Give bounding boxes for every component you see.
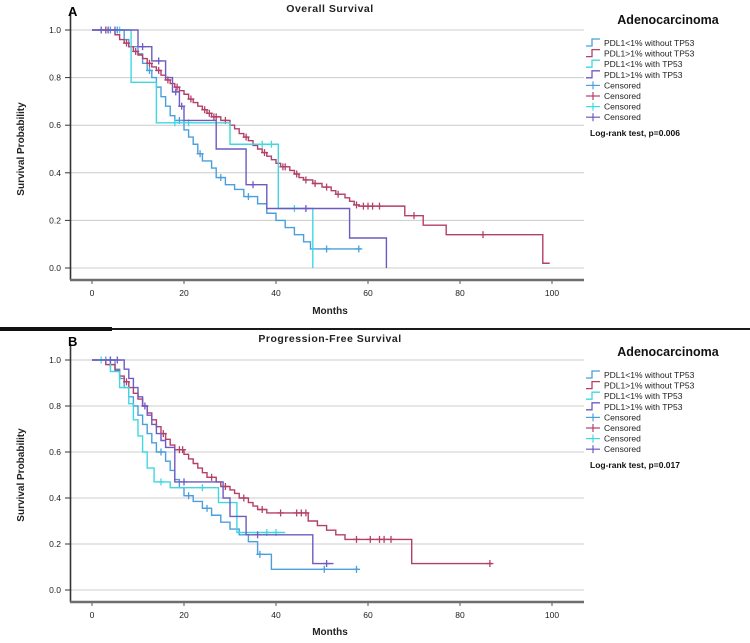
legend-step-line-icon xyxy=(586,38,600,47)
legend-step-line-icon xyxy=(586,391,600,400)
survival-curve-pdl1-1-without-tp53 xyxy=(92,359,359,570)
legend-item-label: PDL1>1% without TP53 xyxy=(604,381,695,391)
legend-censored-label: Censored xyxy=(604,91,641,101)
legend-step-line-icon xyxy=(586,370,600,379)
gridlines xyxy=(71,359,584,591)
panel-label: A xyxy=(68,4,78,19)
divider-line xyxy=(0,328,750,330)
survival-curve-pdl1-1-without-tp53 xyxy=(92,359,493,565)
x-tick-label: 80 xyxy=(455,610,465,620)
legend-step-line-icon xyxy=(586,70,600,79)
panel-title: Progression-Free Survival xyxy=(258,333,401,345)
censor-marks-pdl1-1-with-tp53 xyxy=(106,356,331,568)
survival-curve-pdl1-1-without-tp53 xyxy=(92,29,362,250)
y-tick-label: 0.2 xyxy=(49,215,61,225)
legend-item-label: PDL1<1% with TP53 xyxy=(604,391,683,401)
legend-censored-label: Censored xyxy=(604,102,641,112)
legend-item-label: PDL1<1% without TP53 xyxy=(604,38,695,48)
survival-curve-pdl1-1-with-tp53 xyxy=(92,359,286,534)
logrank-pvalue: Log-rank test, p=0.006 xyxy=(590,128,680,138)
legend-step-line-icon xyxy=(586,402,600,411)
legend-step-line-icon xyxy=(586,380,600,390)
legend-censored-label: Censored xyxy=(604,434,641,444)
x-tick-label: 40 xyxy=(271,288,281,298)
x-tick-label: 100 xyxy=(545,610,559,620)
panel-title: Overall Survival xyxy=(286,3,373,15)
x-axis-title: Months xyxy=(312,306,348,317)
y-tick-label: 1.0 xyxy=(49,25,61,35)
censor-marks-pdl1-1-with-tp53 xyxy=(116,26,298,212)
legend-censored-label: Censored xyxy=(604,444,641,454)
legend-item-label: PDL1<1% without TP53 xyxy=(604,370,695,380)
legend-step-line-icon xyxy=(586,59,600,68)
x-tick-label: 100 xyxy=(545,288,559,298)
censor-marks-pdl1-1-with-tp53 xyxy=(97,26,310,212)
censor-marks-pdl1-1-without-tp53 xyxy=(102,356,360,573)
panel-divider xyxy=(0,327,750,331)
legend-step-line-icon xyxy=(586,48,600,58)
y-tick-label: 0.8 xyxy=(49,401,61,411)
x-tick-label: 20 xyxy=(179,288,189,298)
x-axis-title: Months xyxy=(312,627,348,638)
y-tick-label: 0.6 xyxy=(49,447,61,457)
y-tick-label: 0.2 xyxy=(49,539,61,549)
censor-marks-pdl1-1-without-tp53 xyxy=(106,26,363,253)
survival-curve-pdl1-1-with-tp53 xyxy=(92,359,334,565)
legend-item-label: PDL1>1% with TP53 xyxy=(604,402,683,412)
y-tick-label: 0.0 xyxy=(49,263,61,273)
y-tick-label: 1.0 xyxy=(49,355,61,365)
legend-item-label: PDL1>1% without TP53 xyxy=(604,49,695,59)
y-tick-label: 0.4 xyxy=(49,168,61,178)
x-tick-label: 60 xyxy=(363,288,373,298)
logrank-pvalue: Log-rank test, p=0.017 xyxy=(590,460,680,470)
censor-marks-pdl1-1-without-tp53 xyxy=(106,361,494,568)
survival-curve-pdl1-1-without-tp53 xyxy=(92,29,550,264)
overall-survival-chart: 1.0 0.8 0.6 0.4 0.2 0.0 0 20 40 60 80 100 A Overall S… xyxy=(16,3,720,317)
y-axis-title: Survival Probability xyxy=(16,428,27,522)
y-tick-label: 0.8 xyxy=(49,73,61,83)
progression-free-survival-chart: 1.0 0.8 0.6 0.4 0.2 0.0 0 20 40 60 80 100 B Progressi… xyxy=(16,333,720,638)
y-axis-title: Survival Probability xyxy=(16,102,27,196)
legend-censored-label: Censored xyxy=(604,112,641,122)
survival-curve-pdl1-1-with-tp53 xyxy=(92,29,388,268)
survival-curve-pdl1-1-with-tp53 xyxy=(92,29,314,268)
x-tick-label: 0 xyxy=(90,288,95,298)
y-tick-label: 0.0 xyxy=(49,585,61,595)
x-tick-label: 0 xyxy=(90,610,95,620)
legend-title: Adenocarcinoma xyxy=(617,13,719,27)
legend-censored-label: Censored xyxy=(604,423,641,433)
x-tick-label: 60 xyxy=(363,610,373,620)
panel-label: B xyxy=(68,334,77,349)
legend-title: Adenocarcinoma xyxy=(617,345,719,359)
x-tick-label: 20 xyxy=(179,610,189,620)
x-tick-label: 80 xyxy=(455,288,465,298)
divider-thick-segment xyxy=(0,327,112,331)
panel-a-overall-survival: 1.0 0.8 0.6 0.4 0.2 0.0 0 20 40 60 80 100 A Overall S… xyxy=(16,3,720,317)
legend-item-label: PDL1>1% with TP53 xyxy=(604,70,683,80)
gridlines xyxy=(71,29,584,269)
censor-marks-pdl1-1-with-tp53 xyxy=(97,356,280,536)
legend-censored-label: Censored xyxy=(604,80,641,90)
x-tick-label: 40 xyxy=(271,610,281,620)
legend-censored-label: Censored xyxy=(604,412,641,422)
legend-item-label: PDL1<1% with TP53 xyxy=(604,59,683,69)
y-tick-label: 0.6 xyxy=(49,120,61,130)
panel-b-progression-free-survival: 1.0 0.8 0.6 0.4 0.2 0.0 0 20 40 60 80 100 B Progressi… xyxy=(0,327,750,640)
y-tick-label: 0.4 xyxy=(49,493,61,503)
